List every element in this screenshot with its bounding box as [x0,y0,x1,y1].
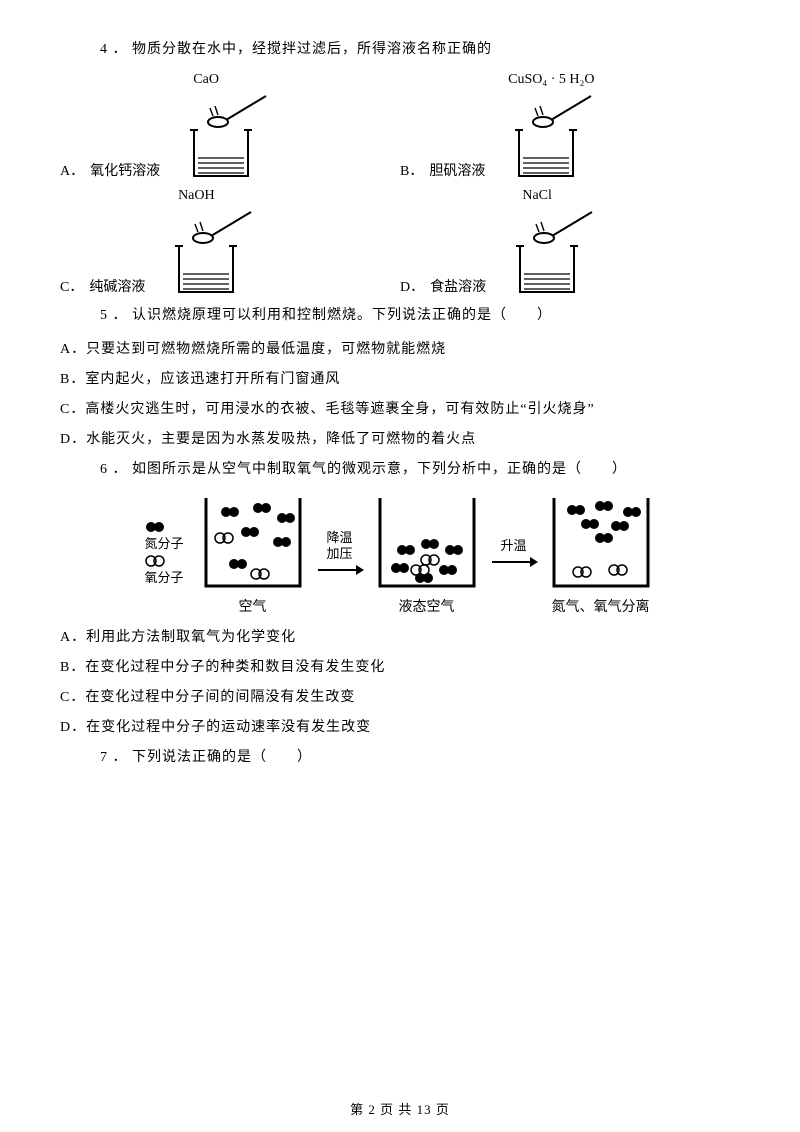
arrow1-bot: 加压 [326,546,352,561]
beaker-spoon-icon [166,90,276,180]
q4-opt-c-text: 纯碱溶液 [89,276,145,296]
footer-n1: 2 [368,1102,376,1117]
q5-a: A．只要达到可燃物燃烧所需的最低温度，可燃物就能燃烧 [60,338,740,358]
q4-fig-d: NaCl [492,188,602,296]
q6-a: A．利用此方法制取氧气为化学变化 [60,626,740,646]
beaker-spoon-icon [492,206,602,296]
q4-opt-a-prefix: A． [60,160,84,180]
q4-opt-c-prefix: C． [60,276,83,296]
q6-box-2: 液态空气 [372,492,482,616]
q4-fig-c: NaOH [151,188,261,296]
q4-opt-b-text: 胆矾溶液 [429,160,485,180]
arrow1-top: 降温 [326,530,352,545]
footer-n2: 13 [417,1102,432,1117]
q5-b: B．室内起火，应该迅速打开所有门窗通风 [60,368,740,388]
q7-stem: 7 ． 下列说法正确的是（ ） [100,746,740,766]
q4-opt-a-text: 氧化钙溶液 [90,160,160,180]
q5-stem: 5 ． 认识燃烧原理可以利用和控制燃烧。下列说法正确的是（ ） [100,304,740,324]
q6-cap1: 空气 [198,596,308,616]
oxygen-molecule-icon [144,554,166,568]
footer-m: 页 共 [380,1102,412,1117]
nitrogen-molecule-icon [144,520,166,534]
q6-cap2: 液态空气 [372,596,482,616]
q6-d: D．在变化过程中分子的运动速率没有发生改变 [60,716,740,736]
q4-row-1: A． 氧化钙溶液 CaO B． 胆矾溶液 [60,72,740,180]
q6-stem: 6 ． 如图所示是从空气中制取氧气的微观示意，下列分析中，正确的是（ ） [100,458,740,478]
q6-cap3: 氮气、氧气分离 [546,596,656,616]
q6-box-1: 空气 [198,492,308,616]
q4-label-a: CaO [136,72,276,88]
q6-box-3: 氮气、氧气分离 [546,492,656,616]
legend-o-text: 氧分子 [144,570,183,585]
q6-arrow-2: 升温 [490,538,538,570]
page-footer: 第 2 页 共 13 页 [0,1099,800,1118]
arrow-right-icon [316,562,364,578]
separated-box-icon [546,492,656,592]
footer-s: 页 [436,1102,450,1117]
q6-diagram: 氮分子 氧分子 空气 降温 加压 [60,492,740,616]
q4-opt-d-prefix: D． [400,276,424,296]
q4-fig-a: CaO [166,72,276,180]
beaker-spoon-icon [491,90,601,180]
q6-c: C．在变化过程中分子间的间隔没有发生改变 [60,686,740,706]
liquid-air-box-icon [372,492,482,592]
footer-p: 第 [350,1102,364,1117]
arrow-right-icon [490,554,538,570]
q4-stem: 4 ． 物质分散在水中，经搅拌过滤后，所得溶液名称正确的 [100,38,740,58]
q4-label-c: NaOH [131,188,261,204]
q5-d: D．水能灭火，主要是因为水蒸发吸热，降低了可燃物的着火点 [60,428,740,448]
q4-label-d: NaCl [472,188,602,204]
air-box-icon [198,492,308,592]
q4-row-2: C． 纯碱溶液 NaOH D． 食盐溶液 [60,188,740,296]
q4-opt-d-text: 食盐溶液 [430,276,486,296]
q4-label-b: CuSO₄ · 5 H₂O [501,72,601,88]
q4-fig-b: CuSO₄ · 5 H₂O [491,72,601,180]
q5-c: C．高楼火灾逃生时，可用浸水的衣被、毛毯等遮裹全身，可有效防止“引火烧身” [60,398,740,418]
q6-arrow-1: 降温 加压 [316,530,364,578]
q6-b: B．在变化过程中分子的种类和数目没有发生变化 [60,656,740,676]
q6-legend: 氮分子 氧分子 [144,520,183,588]
legend-n-text: 氮分子 [144,536,183,551]
arrow2-text: 升温 [500,538,526,553]
beaker-spoon-icon [151,206,261,296]
q4-opt-b-prefix: B． [400,160,423,180]
